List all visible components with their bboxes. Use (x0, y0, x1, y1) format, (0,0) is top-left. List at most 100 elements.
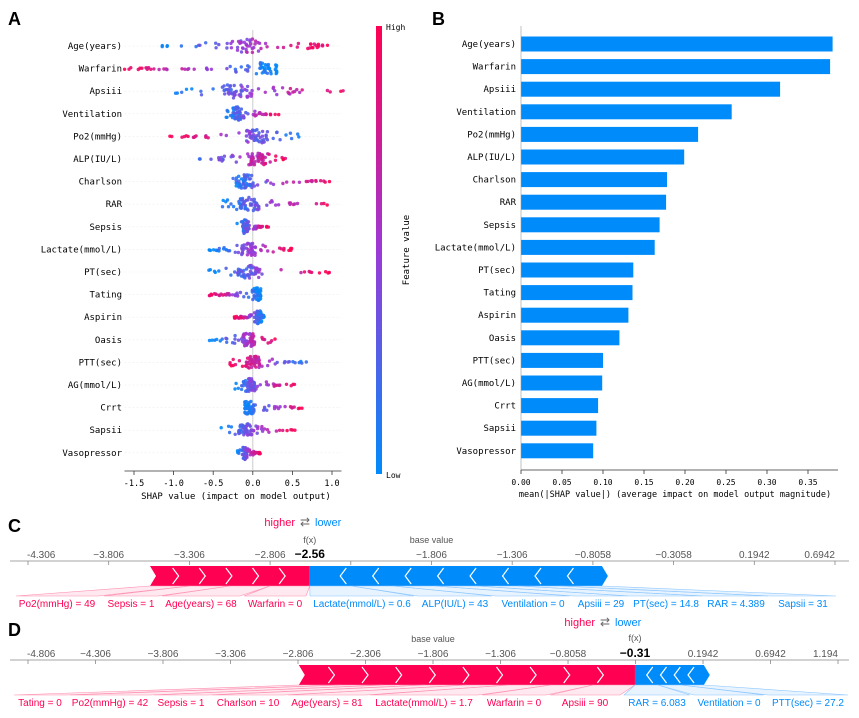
beeswarm-point (322, 179, 326, 183)
beeswarm-point (266, 363, 270, 368)
beeswarm-point (236, 338, 241, 342)
beeswarm-point (328, 90, 332, 94)
beeswarm-point (254, 424, 258, 428)
bar-category-label: Sapsii (483, 424, 516, 434)
beeswarm-point (297, 135, 301, 139)
beeswarm-point (245, 406, 249, 411)
beeswarm-point (260, 129, 265, 134)
beeswarm-point (254, 357, 258, 362)
negative-feature-label: Apsiii = 29 (578, 599, 625, 610)
bar-category-label: Vasopressor (456, 447, 516, 457)
beeswarm-point (266, 249, 270, 253)
positive-feature-label: Age(years) = 81 (291, 698, 363, 709)
bar-po2-mmhg- (521, 126, 699, 142)
bar-x-tick-label: 0.20 (675, 478, 694, 487)
bar-category-label: Aspirin (478, 311, 516, 321)
beeswarm-point (244, 291, 249, 296)
beeswarm-point (274, 405, 279, 409)
base-value-label: base value (411, 634, 455, 644)
force-positive-connector (243, 585, 311, 597)
bar-category-label: Warfarin (473, 63, 516, 73)
bar-category-label: PT(sec) (478, 266, 516, 276)
beeswarm-point (243, 87, 247, 92)
beeswarm-point (182, 134, 187, 139)
beeswarm-point (245, 223, 250, 227)
force-negative-connector (309, 585, 415, 597)
bar-category-label: Tating (483, 289, 516, 299)
beeswarm-feature-label: Warfarin (79, 65, 122, 75)
panel-label-d: D (8, 620, 21, 640)
beeswarm-point (232, 315, 237, 319)
beeswarm-point (245, 384, 250, 389)
beeswarm-point (235, 221, 239, 226)
beeswarm-point (238, 316, 242, 320)
beeswarm-point (245, 253, 250, 257)
beeswarm-point (263, 62, 268, 67)
beeswarm-point (246, 242, 251, 246)
beeswarm-point (293, 202, 297, 206)
beeswarm-point (250, 50, 255, 55)
beeswarm-point (227, 249, 232, 253)
beeswarm-point (237, 109, 241, 114)
beeswarm-point (249, 198, 254, 202)
beeswarm-point (281, 428, 285, 433)
beeswarm-point (219, 132, 223, 137)
beeswarm-point (312, 42, 316, 46)
beeswarm-point (247, 163, 251, 167)
beeswarm-point (260, 272, 264, 276)
beeswarm-point (285, 180, 289, 184)
beeswarm-point (225, 46, 229, 50)
bar-category-label: Charlson (473, 176, 516, 186)
beeswarm-point (249, 411, 253, 415)
beeswarm-point (219, 426, 223, 430)
beeswarm-point (231, 96, 236, 100)
beeswarm-point (265, 178, 270, 183)
force-chevron (462, 666, 470, 684)
force-axis-tick-label: 0.1942 (739, 550, 770, 561)
beeswarm-point (225, 66, 229, 71)
beeswarm-point (245, 37, 249, 42)
beeswarm-point (259, 314, 263, 318)
beeswarm-point (230, 293, 235, 297)
beeswarm-point (289, 384, 293, 388)
beeswarm-point (234, 184, 238, 188)
beeswarm-point (244, 360, 249, 364)
beeswarm-point (284, 133, 288, 137)
beeswarm-point (257, 131, 261, 135)
force-positive-connector (161, 585, 270, 597)
colorbar-high-label: High (386, 23, 405, 32)
beeswarm-point (237, 131, 241, 135)
beeswarm-point (325, 43, 330, 47)
beeswarm-point (250, 152, 254, 156)
beeswarm-point (283, 404, 287, 409)
beeswarm-point (297, 360, 301, 365)
beeswarm-point (233, 270, 237, 274)
beeswarm-point (252, 250, 256, 254)
beeswarm-point (179, 44, 184, 48)
force-axis-tick-label: -4.806 (27, 649, 56, 660)
higher-label: higher (564, 617, 595, 629)
beeswarm-point (253, 114, 257, 118)
beeswarm-point (258, 383, 262, 387)
panel-label-a: A (8, 9, 21, 29)
beeswarm-point (229, 202, 233, 206)
beeswarm-point (259, 224, 263, 229)
force-axis-tick-label: 0.6942 (804, 550, 835, 561)
beeswarm-point (258, 135, 262, 140)
bar-crrt (521, 398, 599, 414)
bar-ptt-sec- (521, 352, 603, 368)
beeswarm-point (232, 83, 236, 88)
force-positive-connector (153, 684, 425, 696)
beeswarm-point (241, 248, 245, 252)
bar-aspirin (521, 307, 629, 323)
beeswarm-point (310, 179, 314, 184)
beeswarm-point (241, 429, 245, 433)
positive-feature-label: Tating = 0 (18, 698, 62, 709)
negative-feature-label: Lactate(mmol/L) = 0.6 (313, 599, 411, 610)
force-chevron (428, 666, 437, 684)
beeswarm-point (267, 430, 271, 434)
beeswarm-point (263, 90, 267, 95)
beeswarm-point (249, 242, 254, 246)
beeswarm-point (184, 87, 189, 92)
beeswarm-point (215, 337, 219, 342)
